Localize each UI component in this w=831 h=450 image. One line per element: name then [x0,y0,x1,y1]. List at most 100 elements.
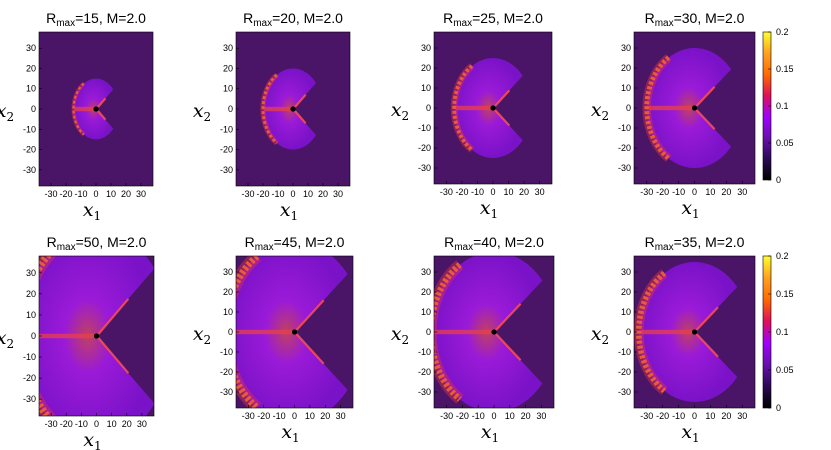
colorbar-tick-label: 0.1 [776,327,789,337]
y-tick-label: -20 [618,367,631,377]
density-rim-glow [634,269,668,395]
x-label-sub: 1 [291,209,299,223]
x-tick-label: 20 [121,189,131,199]
plot-frame [633,31,756,185]
y-tick-label: -10 [23,352,36,362]
lower-arm [695,109,716,130]
title-rest: =30, M=2.0 [674,10,745,26]
y-tick-label: -10 [23,124,36,134]
x-tick-label: -10 [74,189,87,199]
y-label-sub: 2 [602,333,610,347]
y-tick-label: 10 [223,84,233,94]
x-tick-label: 20 [320,411,330,421]
upper-arm [695,86,716,107]
colorbar-tick-label: 0.05 [776,138,794,148]
density-rim [644,55,671,161]
density-rim-glow [642,54,672,162]
y-axis-label: x2 [193,323,211,347]
upper-arm [295,299,325,331]
colorbar-tick-label: 0.15 [776,289,794,299]
y-axis-label: x2 [0,100,14,124]
origin-spot [93,333,100,339]
x-tick-label: -10 [472,411,485,421]
x-tick-label: 0 [93,189,98,199]
x-tick-label: 30 [336,411,346,421]
upper-arm [695,306,719,331]
center-band [74,106,96,112]
y-tick-label: 30 [421,43,431,53]
title-main: R [47,234,57,250]
title-sub: max [453,18,472,29]
upper-arm [97,97,107,108]
x-tick-label: 0 [292,411,297,421]
title-main: R [645,10,655,26]
panel-title: Rmax=25, M=2.0 [443,10,543,29]
lower-arm [494,109,511,127]
y-tick-label: -20 [23,373,36,383]
y-tick-label: 30 [26,43,36,53]
y-label-main: x [193,323,204,345]
y-tick-label: 30 [621,43,631,53]
y-tick-label: -20 [618,143,631,153]
x-label-sub: 1 [692,207,700,221]
title-sub: max [253,18,272,29]
y-label-sub: 2 [402,333,410,347]
density-rim [39,256,53,416]
x-tick-label: -30 [640,411,653,421]
y-tick-label: -30 [23,394,36,404]
plot-frame [38,255,155,417]
x-tick-label: 20 [519,187,529,197]
x-tick-label: 30 [137,419,147,429]
x-tick-label: 0 [692,411,697,421]
panel-title: Rmax=20, M=2.0 [243,10,343,29]
x-tick-label: -30 [640,187,653,197]
y-tick-label: 20 [421,63,431,73]
colorbar-1: 0.2 0.15 0.1 0.05 0 [762,27,794,185]
y-tick-label: 10 [421,307,431,317]
title-sub: max [655,18,674,29]
y-tick-label: -10 [618,123,631,133]
x-tick-label: -10 [672,411,685,421]
x-tick-label: -10 [75,419,88,429]
y-tick-label: -10 [220,124,233,134]
title-rest: =25, M=2.0 [472,10,543,26]
x-tick-label: -30 [44,189,57,199]
y-label-sub: 2 [7,337,15,351]
y-tick-label: -30 [618,387,631,397]
y-tick-label: -20 [220,145,233,155]
y-tick-label: 20 [223,287,233,297]
title-main: R [645,234,655,250]
y-tick-label: 10 [421,83,431,93]
x-tick-label: 20 [318,189,328,199]
x-axis-label: x1 [281,421,299,445]
y-tick-label: 0 [626,103,631,113]
origin-spot [491,329,497,335]
x-tick-label: 10 [106,189,116,199]
origin-spot [490,105,496,111]
y-axis-label: x2 [591,99,609,123]
density-rim-glow [434,260,464,404]
x-label-main: x [681,197,692,219]
lower-arm [295,333,325,365]
origin-spot [291,329,298,335]
x-tick-label: -20 [456,411,469,421]
x-tick-label: 30 [535,187,545,197]
x-tick-label: 30 [737,411,747,421]
y-tick-label: 20 [421,287,431,297]
y-tick-label: -10 [418,123,431,133]
density-rim [236,256,260,408]
x-tick-label: 10 [505,411,515,421]
upper-arm [97,298,130,335]
title-main: R [243,10,253,26]
y-label-sub: 2 [402,109,410,123]
y-tick-label: 0 [31,331,36,341]
plot-frame [235,255,354,409]
x-tick-label: -20 [455,187,468,197]
x-tick-label: -30 [242,411,255,421]
x-label-sub: 1 [292,431,300,445]
